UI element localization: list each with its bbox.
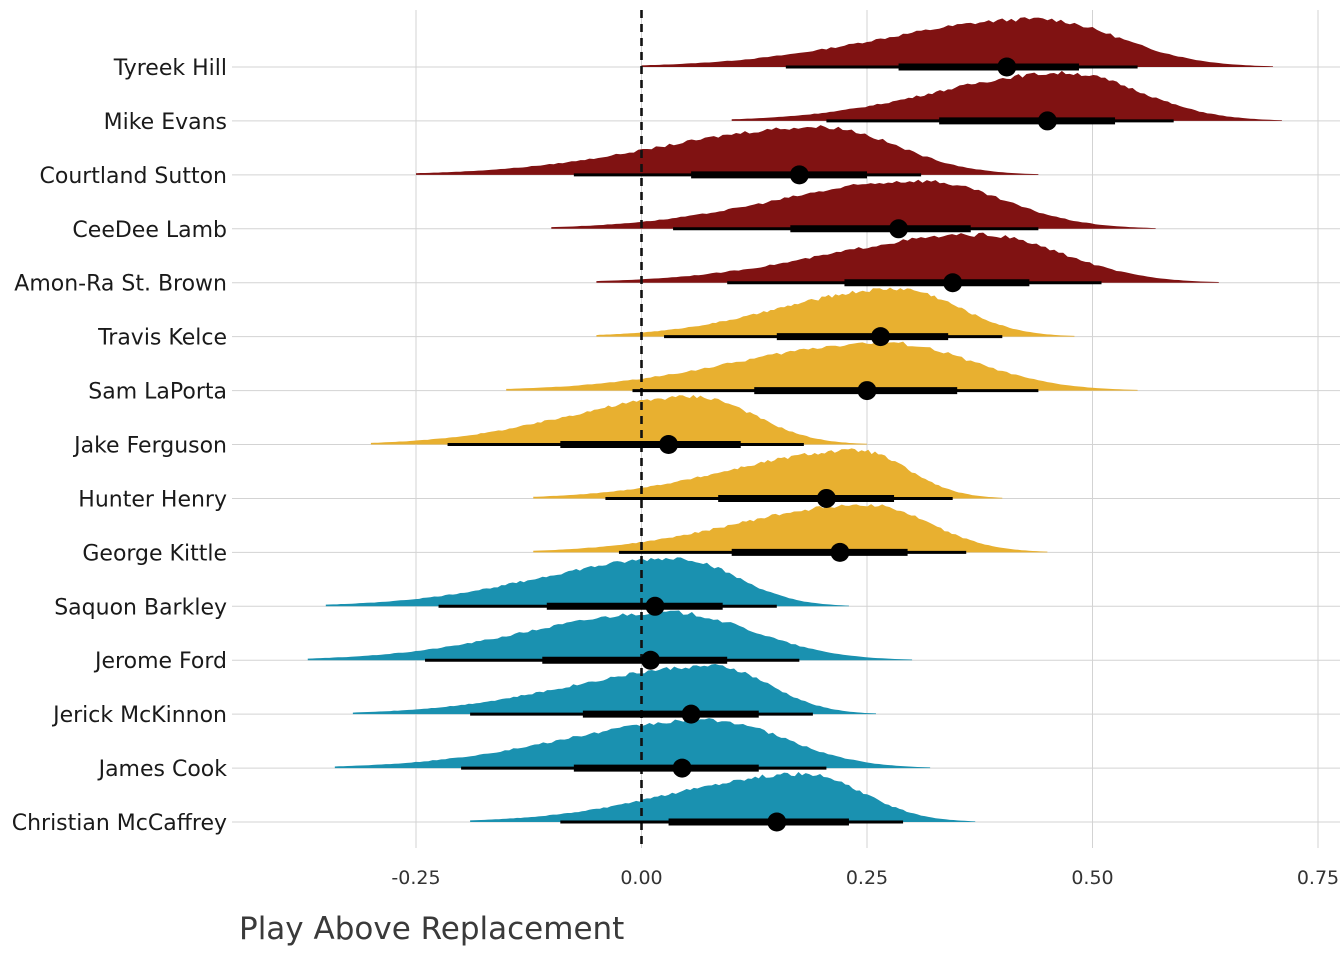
player-label: Christian McCaffrey (12, 811, 227, 836)
player-label: Saquon Barkley (54, 595, 227, 620)
x-axis-title: Play Above Replacement (239, 911, 624, 947)
interval-layer (425, 57, 1174, 832)
density-ridge (551, 179, 1156, 229)
player-label: George Kittle (82, 541, 227, 566)
x-tick-label: -0.25 (391, 867, 440, 889)
density-ridge (470, 772, 976, 823)
player-label: CeeDee Lamb (72, 218, 227, 243)
density-ridge (370, 395, 867, 445)
player-label: Tyreek Hill (113, 56, 227, 81)
density-ridge (416, 125, 1039, 175)
median-point (681, 704, 701, 724)
median-point (830, 542, 850, 562)
median-point (672, 758, 692, 778)
median-point (943, 273, 963, 293)
player-label: Amon-Ra St. Brown (14, 272, 227, 297)
median-point (816, 488, 836, 508)
x-tick-label: 0.00 (620, 867, 662, 889)
median-point (857, 381, 877, 401)
density-ridge (334, 718, 931, 769)
density-ridge (641, 17, 1273, 67)
player-label: Jerome Ford (93, 649, 227, 674)
density-ridge (506, 340, 1138, 391)
median-point (997, 57, 1017, 77)
player-label: Jake Ferguson (72, 434, 227, 459)
median-point (871, 327, 891, 347)
player-label: Courtland Sutton (40, 164, 228, 189)
x-tick-label: 0.75 (1297, 867, 1339, 889)
median-point (789, 165, 809, 185)
player-label: Travis Kelce (97, 326, 227, 351)
y-axis-labels: Tyreek Hill Mike Evans Courtland Sutton Cee… (12, 56, 228, 836)
median-point (641, 650, 661, 670)
player-label: Jerick McKinnon (51, 703, 227, 728)
density-ridge (533, 504, 1048, 553)
player-label: Sam LaPorta (88, 380, 227, 405)
density-ridge (533, 448, 1003, 499)
density-ridge (307, 610, 913, 661)
player-label: Hunter Henry (78, 487, 227, 512)
density-ridge (731, 70, 1282, 121)
density-ridge (596, 287, 1075, 337)
player-label: James Cook (97, 757, 228, 782)
x-axis-ticks: -0.25 0.00 0.25 0.50 0.75 (391, 867, 1339, 889)
density-ridge (352, 664, 877, 715)
median-point (767, 812, 787, 832)
x-tick-label: 0.25 (846, 867, 888, 889)
player-label: Mike Evans (104, 110, 227, 135)
median-point (889, 219, 909, 239)
density-ridge (325, 557, 849, 607)
distribution-layer (307, 17, 1282, 823)
median-point (1037, 111, 1057, 131)
x-tick-label: 0.50 (1071, 867, 1113, 889)
median-point (645, 596, 665, 616)
median-point (659, 435, 679, 455)
density-ridge (596, 232, 1219, 283)
